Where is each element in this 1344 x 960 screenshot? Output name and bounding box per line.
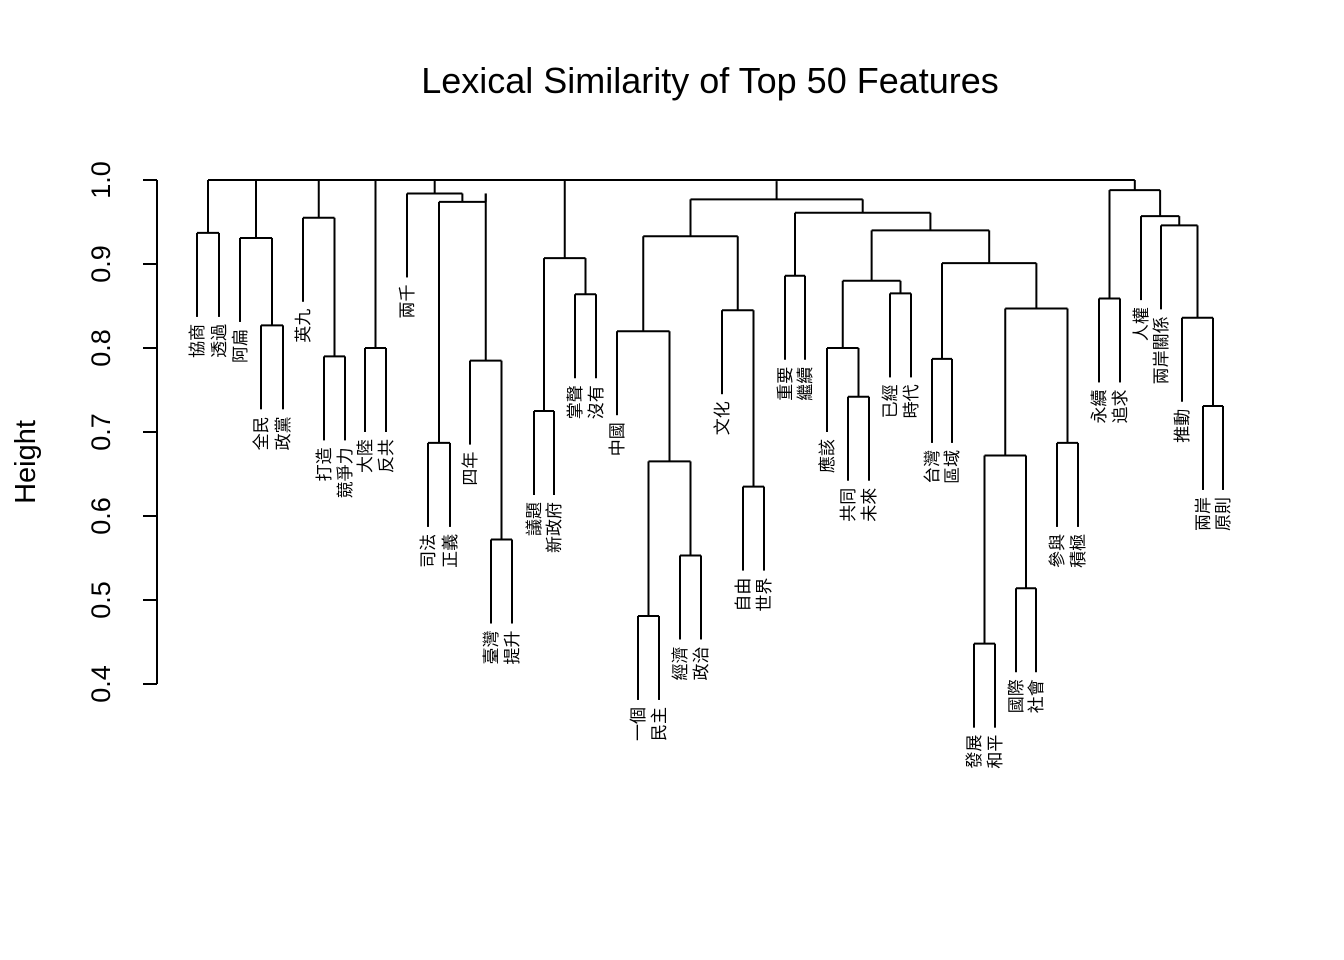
leaf-label: 應該	[817, 439, 838, 473]
leaf-label: 原則	[1214, 497, 1234, 531]
leaf-label: 兩千	[398, 284, 418, 318]
leaf-label: 新政府	[545, 502, 565, 553]
leaf-label: 民主	[650, 707, 670, 741]
leaf-label: 已經	[881, 384, 901, 418]
leaf-label: 一個	[629, 707, 649, 741]
leaf-label: 發展	[965, 735, 985, 769]
leaf-label: 競爭力	[336, 447, 356, 498]
leaf-label: 反共	[377, 439, 397, 473]
leaf-label: 透過	[210, 324, 230, 358]
leaf-label: 社會	[1027, 679, 1047, 713]
leaf-label: 司法	[419, 534, 439, 568]
leaf-label: 自由	[734, 578, 754, 612]
y-axis-label: Height	[10, 420, 42, 504]
leaf-label: 臺灣	[482, 631, 502, 665]
leaf-label: 四年	[461, 452, 481, 486]
y-tick-label: 0.4	[86, 665, 116, 703]
leaf-label: 追求	[1111, 389, 1131, 423]
leaf-label: 提升	[503, 631, 523, 665]
leaf-label: 阿扁	[231, 329, 251, 363]
leaf-label: 英九	[294, 309, 314, 343]
y-tick-label: 0.8	[86, 329, 116, 367]
leaf-label: 打造	[315, 447, 335, 481]
leaf-label: 掌聲	[566, 385, 586, 419]
leaf-label: 大陸	[356, 439, 376, 473]
leaf-label: 經濟	[671, 646, 691, 680]
leaf-label: 政黨	[274, 416, 294, 450]
y-axis: 0.4 0.5 0.6 0.7 0.8 0.9 1.0	[86, 161, 158, 703]
leaf-label: 台灣	[923, 450, 943, 484]
leaf-label: 文化	[713, 401, 733, 435]
leaf-label: 沒有	[587, 385, 607, 419]
leaf-label: 正義	[441, 534, 461, 568]
leaf-label: 重要	[776, 367, 796, 401]
dendrogram-tree	[196, 179, 1224, 728]
leaf-label: 世界	[755, 578, 775, 612]
leaf-label: 共同	[839, 488, 859, 522]
leaf-label: 議題	[525, 502, 545, 536]
y-tick-label: 0.5	[86, 581, 116, 619]
y-tick-label: 0.9	[86, 245, 116, 283]
chart-title: Lexical Similarity of Top 50 Features	[421, 60, 999, 101]
leaf-label: 區域	[943, 450, 963, 484]
leaf-label: 繼續	[796, 367, 816, 401]
leaf-label: 全民	[252, 416, 272, 450]
y-tick-label: 0.6	[86, 497, 116, 535]
leaf-label: 中國	[608, 422, 628, 456]
leaf-label: 政治	[692, 646, 712, 680]
leaf-label: 協商	[188, 324, 208, 358]
leaf-label: 未來	[860, 488, 880, 522]
leaf-label: 兩岸關係	[1152, 316, 1172, 384]
leaf-label: 兩岸	[1194, 497, 1214, 531]
leaf-label: 參與	[1048, 534, 1068, 568]
y-tick-label: 1.0	[86, 161, 116, 199]
leaf-label: 人權	[1132, 307, 1152, 341]
leaf-label: 積極	[1069, 534, 1089, 568]
leaf-label: 推動	[1173, 409, 1193, 443]
leaf-label: 時代	[902, 384, 922, 418]
leaf-label: 永續	[1090, 389, 1110, 423]
leaf-label: 國際	[1007, 679, 1027, 713]
leaf-label: 和平	[986, 735, 1006, 769]
y-tick-label: 0.7	[86, 413, 116, 451]
